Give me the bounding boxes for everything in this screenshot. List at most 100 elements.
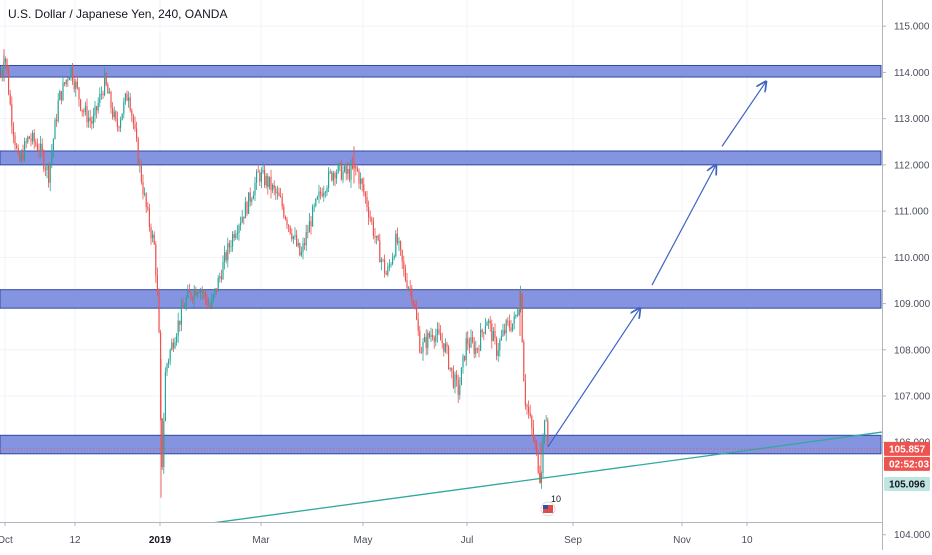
zone-layer bbox=[0, 64, 882, 455]
candle-body bbox=[145, 193, 147, 208]
candle-body bbox=[422, 341, 424, 353]
time-tick-label: Oct bbox=[0, 535, 13, 546]
candle-body bbox=[27, 136, 29, 142]
candle-body bbox=[515, 314, 517, 317]
candle-body bbox=[369, 217, 371, 219]
candle-body bbox=[380, 259, 382, 263]
marker-price-badge: 105.096 bbox=[889, 480, 926, 491]
candle-body bbox=[464, 355, 466, 361]
candle-body bbox=[275, 188, 277, 194]
candle-body bbox=[347, 168, 349, 174]
candle-body bbox=[36, 144, 38, 150]
candle-body bbox=[299, 243, 301, 256]
price-zone bbox=[0, 289, 882, 309]
candle-body bbox=[390, 264, 392, 266]
candle-body bbox=[420, 352, 422, 354]
candle-body bbox=[374, 235, 376, 238]
candle-body bbox=[430, 335, 432, 337]
candle-body bbox=[38, 149, 40, 152]
candle-body bbox=[350, 164, 352, 180]
time-tick-label: 2019 bbox=[149, 535, 172, 546]
candle-body bbox=[361, 178, 363, 185]
candle-body bbox=[108, 92, 110, 94]
candle-body bbox=[508, 321, 510, 328]
candle-body bbox=[200, 290, 202, 293]
candle-body bbox=[528, 406, 530, 413]
candle-body bbox=[124, 93, 126, 102]
candle-body bbox=[302, 243, 304, 252]
candle-body bbox=[312, 206, 314, 227]
candle-body bbox=[20, 152, 22, 161]
candle-body bbox=[523, 341, 525, 382]
time-tick-label: 10 bbox=[741, 535, 753, 546]
candle-body bbox=[161, 418, 163, 468]
candle-body bbox=[52, 139, 54, 152]
candle-body bbox=[140, 163, 142, 182]
candle-body bbox=[243, 216, 245, 219]
candle-body bbox=[510, 327, 512, 331]
candle-body bbox=[116, 118, 118, 127]
candle-body bbox=[395, 233, 397, 257]
candle-body bbox=[516, 314, 518, 316]
candle-body bbox=[6, 58, 8, 71]
candle-body bbox=[187, 289, 189, 298]
candle-body bbox=[504, 330, 506, 334]
candle-body bbox=[136, 128, 138, 139]
candle-body bbox=[340, 163, 342, 180]
candle-body bbox=[240, 222, 242, 226]
candle-body bbox=[88, 117, 90, 123]
candle-body bbox=[452, 370, 454, 388]
price-zone bbox=[0, 64, 882, 78]
candle-body bbox=[216, 288, 218, 292]
candle-body bbox=[414, 304, 416, 309]
candle-body bbox=[254, 182, 256, 196]
candle-body bbox=[547, 420, 549, 443]
price-tick-label: 111.000 bbox=[894, 207, 929, 218]
candle-body bbox=[163, 420, 165, 468]
candle-body bbox=[379, 240, 381, 263]
price-tick-label: 108.000 bbox=[894, 345, 931, 356]
candle-body bbox=[44, 169, 46, 171]
candle-body bbox=[289, 226, 291, 234]
candle-body bbox=[17, 147, 19, 154]
candle-body bbox=[211, 299, 213, 308]
candle-body bbox=[89, 117, 91, 121]
candle-body bbox=[102, 93, 104, 96]
candle-body bbox=[249, 192, 251, 202]
candle-body bbox=[537, 451, 539, 473]
candle-body bbox=[446, 343, 448, 347]
candle-body bbox=[449, 367, 451, 369]
candle-body bbox=[188, 289, 190, 293]
candle-body bbox=[321, 193, 323, 197]
candle-body bbox=[182, 305, 184, 309]
candle-body bbox=[142, 181, 144, 195]
candle-body bbox=[62, 82, 64, 100]
price-tick-label: 109.000 bbox=[894, 299, 931, 310]
candle-body bbox=[460, 367, 462, 386]
candle-body bbox=[166, 363, 168, 372]
candle-body bbox=[235, 234, 237, 238]
candle-body bbox=[531, 416, 533, 428]
candle-body bbox=[152, 234, 154, 239]
candle-body bbox=[268, 176, 270, 188]
candle-body bbox=[352, 164, 354, 169]
candle-body bbox=[30, 138, 32, 141]
candle-body bbox=[25, 141, 27, 143]
candle-body bbox=[462, 355, 464, 368]
candle-body bbox=[41, 143, 43, 153]
candle-body bbox=[387, 266, 389, 275]
candle-body bbox=[478, 349, 480, 351]
candle-body bbox=[344, 165, 346, 172]
candle-body bbox=[99, 93, 101, 103]
candle-body bbox=[14, 135, 16, 146]
candle-body bbox=[203, 292, 205, 293]
candle-body bbox=[428, 332, 430, 337]
candle-body bbox=[195, 289, 197, 296]
candle-body bbox=[51, 151, 53, 164]
candle-body bbox=[129, 97, 131, 111]
candle-body bbox=[524, 381, 526, 406]
candle-body bbox=[534, 439, 536, 444]
candle-body bbox=[286, 219, 288, 225]
